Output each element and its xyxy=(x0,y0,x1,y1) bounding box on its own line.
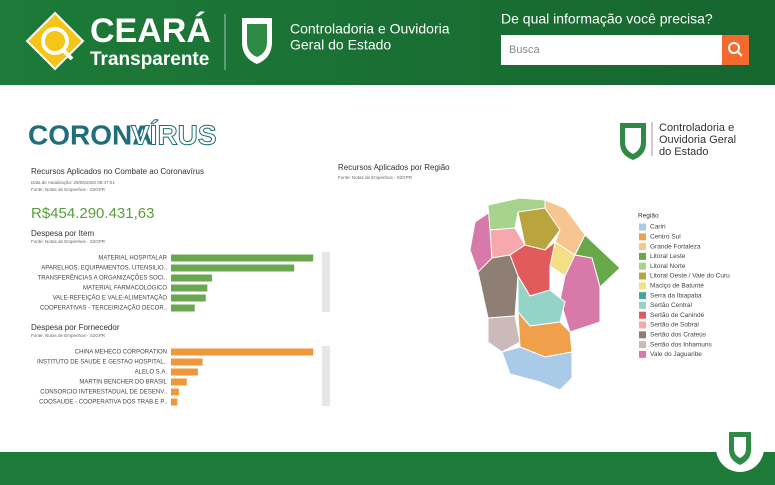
legend-label: Sertão de Canindé xyxy=(650,312,705,319)
legend-title: Região xyxy=(638,213,659,220)
y-tick-label: TRANSFERÊNCIAS A ORGANIZAÇÕES SOCI.. xyxy=(38,274,168,282)
y-tick-label: COOPERATIVAS - TERCEIRIZAÇÃO DECOR.. xyxy=(40,305,167,312)
search-placeholder: Busca xyxy=(509,44,540,56)
dashboard-agency: Controladoria e xyxy=(659,122,734,134)
legend-swatch xyxy=(639,311,646,319)
legend-label: Sertão dos Inhamuns xyxy=(650,341,713,348)
legend-label: Litoral Oeste / Vale do Curu xyxy=(650,273,730,280)
legend-swatch xyxy=(639,341,646,349)
summary-title: Recursos Aplicados no Combate ao Coronav… xyxy=(31,167,204,176)
search-button[interactable] xyxy=(722,35,749,65)
legend-label: Vale do Jaguaribe xyxy=(650,351,702,358)
bar xyxy=(171,368,198,376)
legend-label: Centro Sul xyxy=(650,234,681,241)
legend-label: Litoral Norte xyxy=(650,263,686,270)
footer-emblem[interactable] xyxy=(716,424,764,472)
chart-title: Despesa por Item xyxy=(31,229,94,238)
y-tick-label: ALELO S.A. xyxy=(135,370,168,376)
bar xyxy=(171,294,206,302)
map-region[interactable] xyxy=(501,346,573,391)
y-tick-label: MARTIN BENCHER DO BRASIL xyxy=(79,380,167,386)
map-source: Fonte: Notas de Empenhos - S2GPR xyxy=(338,175,413,180)
legend-label: Cariri xyxy=(650,224,666,231)
agency-line: Geral do Estado xyxy=(290,37,391,53)
agency-line: Controladoria e Ouvidoria xyxy=(290,21,450,37)
dashboard-agency: do Estado xyxy=(659,146,709,158)
legend-swatch xyxy=(639,223,646,231)
y-tick-label: VALE-REFEIÇÃO E VALE-ALIMENTAÇÃO xyxy=(53,295,168,302)
summary-total: R$454.290.431,63 xyxy=(31,205,154,222)
summary-source: Fonte: Notas de Empenhos - S2GPR xyxy=(31,187,106,192)
legend-label: Maciço de Baturité xyxy=(650,283,704,290)
y-tick-label: INSTITUTO DE SAUDE E GESTAO HOSPITAL.. xyxy=(37,360,167,366)
legend-swatch xyxy=(639,282,646,290)
search-prompt: De qual informação você precisa? xyxy=(501,11,713,27)
scrollbar xyxy=(322,252,330,406)
legend-label: Serra da Ibiapaba xyxy=(650,292,702,299)
legend-label: Sertão Central xyxy=(650,302,692,309)
y-tick-label: APARELHOS, EQUIPAMENTOS, UTENSILIO.. xyxy=(41,266,167,272)
legend-label: Sertão de Sobral xyxy=(650,322,699,329)
y-tick-label: COOSAUDE - COOPERATIVA DOS TRAB.E P.. xyxy=(39,400,167,406)
y-tick-label: MATERIAL HOSPITALAR xyxy=(98,256,167,262)
legend-label: Litoral Leste xyxy=(650,253,686,260)
bar xyxy=(171,398,178,406)
map xyxy=(469,197,621,391)
legend-swatch xyxy=(639,321,646,329)
summary-updated: Data de Atualização: 29/06/2020 08:47:01 xyxy=(31,180,115,185)
map-region[interactable] xyxy=(517,207,561,251)
dashboard-emblem xyxy=(620,123,646,160)
bar xyxy=(171,304,195,312)
legend-swatch xyxy=(639,301,646,309)
legend-swatch xyxy=(639,243,646,251)
legend-label: Grande Fortaleza xyxy=(650,243,701,250)
chart-source: Fonte: Notas de Empenhos - S2GPR xyxy=(31,333,106,338)
dashboard-title: CORONA xyxy=(28,119,152,150)
bar xyxy=(171,274,213,282)
map-region[interactable] xyxy=(487,315,521,353)
logo-subtitle: Transparente xyxy=(90,49,209,70)
legend-swatch xyxy=(639,252,646,260)
legend-label: Sertão dos Crateús xyxy=(650,332,707,339)
y-tick-label: MATERIAL FARMACOLÓGICO xyxy=(83,285,167,292)
chart-title: Despesa por Fornecedor xyxy=(31,323,120,332)
emblem xyxy=(242,18,272,64)
logo xyxy=(25,11,85,71)
logo-title: CEARÁ xyxy=(90,12,211,50)
map-region[interactable] xyxy=(559,254,601,333)
legend-swatch xyxy=(639,350,646,358)
legend-swatch xyxy=(639,233,646,241)
legend-swatch xyxy=(639,331,646,339)
bar xyxy=(171,348,314,356)
map-title: Recursos Aplicados por Região xyxy=(338,163,450,172)
bar xyxy=(171,358,203,366)
dashboard-title-outline: VÍRUS xyxy=(131,119,217,150)
footer xyxy=(0,452,775,485)
bar xyxy=(171,388,179,396)
bar xyxy=(171,264,295,272)
bar xyxy=(171,378,187,386)
legend-swatch xyxy=(639,292,646,300)
y-tick-label: CHINA MEHECO CORPORATION xyxy=(75,350,167,356)
dashboard-agency: Ouvidoria Geral xyxy=(659,134,736,146)
bar xyxy=(171,284,208,292)
bar xyxy=(171,254,314,262)
chart-source: Fonte: Notas de Empenhos - S2GPR xyxy=(31,239,106,244)
legend-swatch xyxy=(639,272,646,280)
y-tick-label: CONSORCIO INTERESTADUAL DE DESENV.. xyxy=(40,390,167,396)
search-input[interactable] xyxy=(501,35,722,65)
legend-swatch xyxy=(639,262,646,270)
